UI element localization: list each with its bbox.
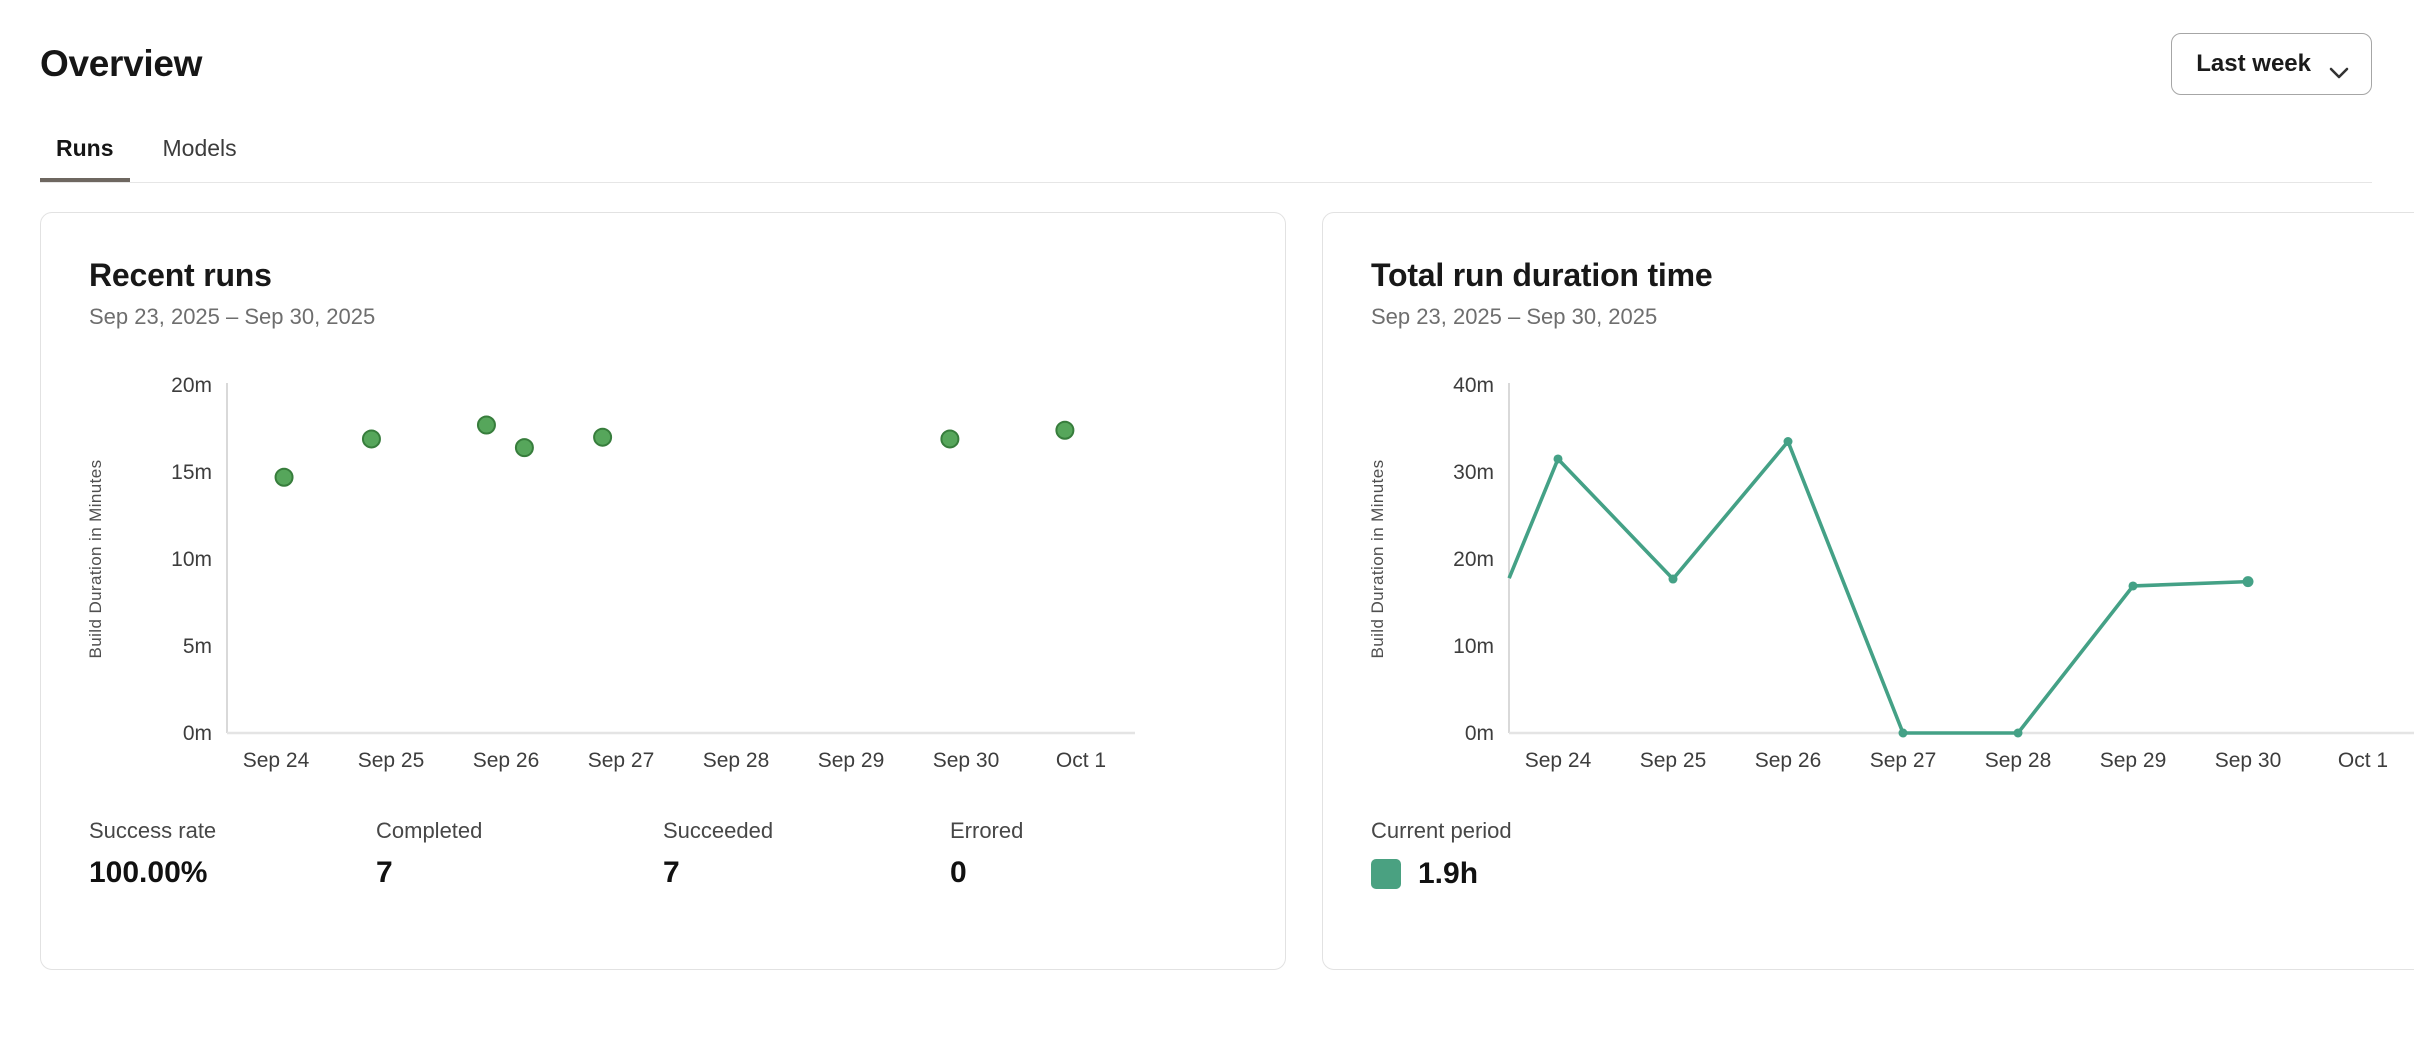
svg-text:10m: 10m: [171, 548, 212, 571]
chevron-down-icon: [2329, 58, 2349, 79]
stat-value: 7: [663, 856, 680, 889]
svg-text:Sep 25: Sep 25: [358, 749, 425, 772]
svg-text:Sep 28: Sep 28: [1985, 749, 2052, 772]
overview-page: Overview Last week Runs Models Recent ru…: [40, 33, 2414, 970]
svg-text:Sep 27: Sep 27: [1870, 749, 1937, 772]
svg-text:40m: 40m: [1453, 376, 1494, 397]
recent-runs-chart: 0m 5m 10m 15m 20m Sep 24 Sep 25 Sep 26 Sep 27 Sep…: [89, 376, 1237, 778]
stat-succeeded: Succeeded 7: [663, 818, 950, 890]
stat-errored: Errored 0: [950, 818, 1237, 890]
period-selector-label: Last week: [2196, 50, 2311, 77]
stat-value: 100.00%: [89, 856, 208, 889]
recent-runs-stats: Success rate 100.00% Completed 7 Succeed…: [89, 818, 1237, 890]
svg-text:Sep 29: Sep 29: [818, 749, 885, 772]
legend-label: Current period: [1371, 818, 1512, 843]
svg-text:Build Duration in Minutes: Build Duration in Minutes: [89, 460, 105, 659]
svg-text:Sep 26: Sep 26: [473, 749, 540, 772]
svg-text:Oct 1: Oct 1: [2338, 749, 2388, 772]
svg-text:Oct 1: Oct 1: [1056, 749, 1106, 772]
recent-runs-title: Recent runs: [89, 257, 272, 293]
total-run-duration-title: Total run duration time: [1371, 257, 1713, 293]
svg-text:30m: 30m: [1453, 461, 1494, 484]
svg-text:5m: 5m: [183, 635, 212, 658]
tab-runs[interactable]: Runs: [40, 135, 130, 182]
svg-text:Sep 30: Sep 30: [2215, 749, 2282, 772]
total-run-duration-chart: 0m 10m 20m 30m 40m Sep 24 Sep 25 Sep 26 Sep 27 Se…: [1371, 376, 2414, 778]
legend-row: 1.9h: [1371, 857, 2414, 891]
stat-label: Completed: [376, 818, 483, 843]
stat-label: Errored: [950, 818, 1024, 843]
svg-text:Build Duration in Minutes: Build Duration in Minutes: [1371, 460, 1387, 659]
stat-label: Success rate: [89, 818, 217, 843]
legend-value: 1.9h: [1418, 857, 1479, 890]
stat-completed: Completed 7: [376, 818, 663, 890]
svg-text:Sep 29: Sep 29: [2100, 749, 2167, 772]
stat-label: Succeeded: [663, 818, 774, 843]
svg-text:0m: 0m: [183, 722, 212, 745]
period-selector-dropdown[interactable]: Last week: [2171, 33, 2372, 95]
stat-value: 0: [950, 856, 967, 889]
svg-text:15m: 15m: [171, 461, 212, 484]
svg-text:0m: 0m: [1465, 722, 1494, 745]
svg-text:20m: 20m: [1453, 548, 1494, 571]
svg-text:Sep 27: Sep 27: [588, 749, 655, 772]
legend-swatch: [1371, 859, 1401, 889]
stat-value: 7: [376, 856, 393, 889]
svg-text:Sep 30: Sep 30: [933, 749, 1000, 772]
page-header: Overview Last week: [40, 33, 2372, 95]
tab-bar: Runs Models: [40, 135, 2372, 183]
page-title: Overview: [40, 43, 203, 84]
svg-text:10m: 10m: [1453, 635, 1494, 658]
tab-models[interactable]: Models: [147, 135, 253, 182]
recent-runs-card: Recent runs Sep 23, 2025 – Sep 30, 2025 …: [40, 212, 1286, 970]
total-run-duration-date-range: Sep 23, 2025 – Sep 30, 2025: [1371, 304, 1658, 329]
svg-text:Sep 24: Sep 24: [1525, 749, 1592, 772]
svg-text:Sep 28: Sep 28: [703, 749, 770, 772]
svg-text:20m: 20m: [171, 376, 212, 397]
svg-text:Sep 24: Sep 24: [243, 749, 310, 772]
recent-runs-date-range: Sep 23, 2025 – Sep 30, 2025: [89, 304, 376, 329]
svg-text:Sep 25: Sep 25: [1640, 749, 1707, 772]
stat-success-rate: Success rate 100.00%: [89, 818, 376, 890]
cards-row: Recent runs Sep 23, 2025 – Sep 30, 2025 …: [40, 212, 2414, 970]
total-run-duration-card: Total run duration time Sep 23, 2025 – S…: [1322, 212, 2414, 970]
svg-text:Sep 26: Sep 26: [1755, 749, 1822, 772]
